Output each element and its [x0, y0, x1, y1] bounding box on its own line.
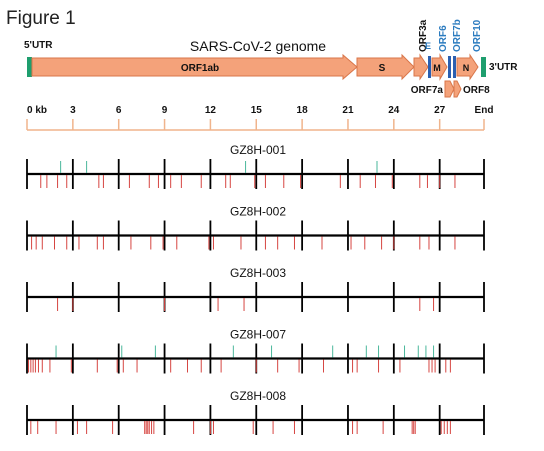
scale-tick-label: 0 kb	[27, 105, 47, 116]
genome-title: SARS-CoV-2 genome	[190, 38, 326, 54]
orf6-label: ORF6	[438, 25, 449, 52]
orf7b-bar	[453, 56, 456, 78]
orf1ab-label: ORF1ab	[181, 63, 219, 74]
orf8-label: ORF8	[463, 85, 490, 96]
n-arrow	[456, 53, 479, 81]
orf10-label: ORF10	[472, 19, 483, 52]
sample-tracks: GZ8H-001 GZ8H-002 GZ8H-003 GZ8H-007 GZ8H-008	[26, 143, 485, 435]
scale-tick-label: 15	[251, 105, 263, 116]
sample-name: GZ8H-007	[230, 328, 286, 342]
orf3a-label: ORF3a	[418, 19, 429, 52]
scale-tick-label: 6	[116, 105, 122, 116]
n-label: N	[463, 63, 470, 73]
scale-tick-label: End	[475, 105, 494, 116]
sample-name: GZ8H-002	[230, 205, 286, 219]
orf6-bar	[448, 56, 451, 78]
scale-tick-label: 18	[297, 105, 309, 116]
scale-tick-label: 12	[205, 105, 217, 116]
utr3-block	[481, 57, 486, 77]
m-label: M	[433, 63, 441, 73]
scale-tick-label: 21	[342, 105, 354, 116]
figure-label: Figure 1	[6, 8, 76, 29]
sample-track: GZ8H-002	[26, 205, 485, 251]
sample-track: GZ8H-001	[26, 143, 485, 189]
e-bar	[428, 56, 431, 78]
sample-track: GZ8H-007	[26, 328, 485, 374]
e-label: E	[425, 41, 431, 51]
utr5-block	[27, 57, 32, 77]
orf8-arrow	[453, 80, 462, 98]
utr3-label: 3'UTR	[489, 62, 518, 73]
s-arrow	[356, 53, 415, 81]
sample-name: GZ8H-008	[230, 389, 286, 403]
orf1ab-arrow	[31, 53, 358, 81]
orf7b-label: ORF7b	[452, 19, 463, 52]
sample-name: GZ8H-001	[230, 143, 286, 157]
scale-tick-label: 24	[388, 105, 400, 116]
sample-track: GZ8H-003	[26, 266, 485, 312]
sample-name: GZ8H-003	[230, 266, 286, 280]
sample-track: GZ8H-008	[26, 389, 485, 435]
scale-tick-label: 27	[434, 105, 446, 116]
s-label: S	[379, 63, 386, 74]
kb-scale: 0 kb 3 6 9 12 15 18 21 24 27 End	[26, 105, 494, 131]
scale-tick-label: 9	[162, 105, 168, 116]
orf7a-arrow	[444, 80, 455, 98]
m-arrow	[431, 53, 448, 81]
scale-tick-label: 3	[70, 105, 76, 116]
utr5-label: 5'UTR	[24, 40, 53, 51]
orf7a-label: ORF7a	[411, 85, 444, 96]
orf3a-arrow	[413, 53, 429, 81]
